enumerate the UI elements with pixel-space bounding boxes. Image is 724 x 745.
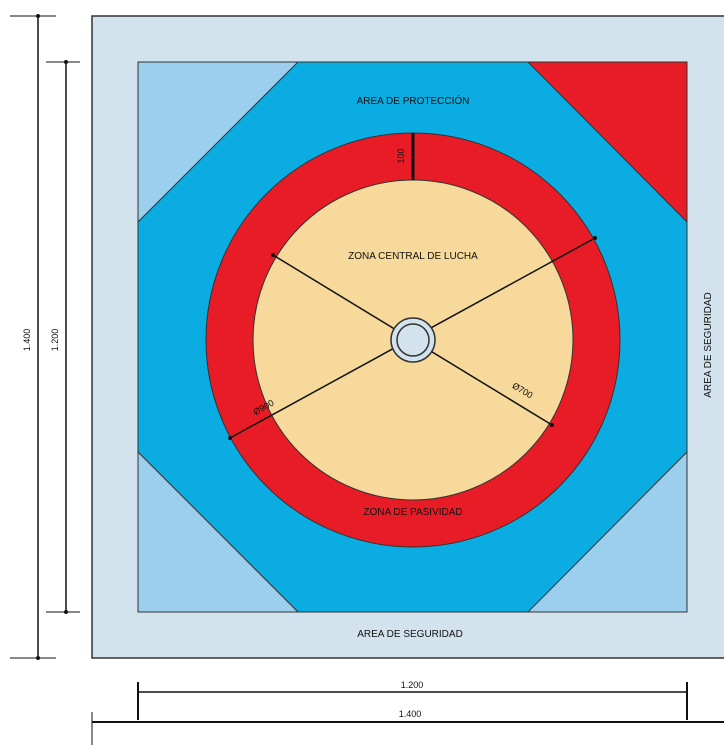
inner-width-label: 1.200 <box>401 680 424 690</box>
safety-area-bottom-label: AREA DE SEGURIDAD <box>357 629 463 640</box>
safety-area-right-label: AREA DE SEGURIDAD <box>703 292 714 398</box>
outer-height-end-dot <box>36 14 40 18</box>
corner-bottom-right <box>526 450 688 613</box>
diameter-end-dot <box>593 236 597 240</box>
diameter-end-dot <box>271 253 275 257</box>
diameter-end-dot <box>550 423 554 427</box>
outer-height-end-dot <box>36 656 40 660</box>
corner-bottom-left <box>137 450 300 613</box>
outer-width-label: 1.400 <box>399 709 422 719</box>
corner-top-right <box>526 61 688 224</box>
passivity-zone-label: ZONA DE PASIVIDAD <box>363 507 462 518</box>
ring-width-label: 100 <box>396 148 406 163</box>
inner-height-label: 1.200 <box>50 329 60 352</box>
protection-area-label: AREA DE PROTECCIÓN <box>357 94 470 107</box>
inner-height-end-dot <box>64 610 68 614</box>
corner-top-left <box>137 61 300 224</box>
diameter-end-dot <box>228 436 232 440</box>
outer-height-label: 1.400 <box>22 329 32 352</box>
central-zone-label: ZONA CENTRAL DE LUCHA <box>348 251 478 262</box>
inner-height-end-dot <box>64 60 68 64</box>
center-circle-inner <box>396 323 430 357</box>
